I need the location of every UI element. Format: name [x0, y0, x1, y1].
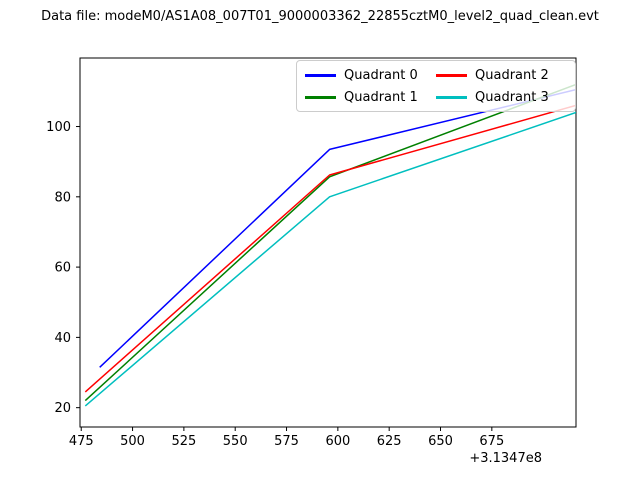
legend-line-swatch-quadrant-3: [436, 95, 467, 99]
series-line-quadrant-3: [84, 111, 576, 407]
series-line-quadrant-2: [84, 104, 576, 393]
x-tick-label: 625: [377, 434, 402, 449]
legend-item-quadrant-0: Quadrant 0: [305, 68, 436, 83]
y-tick-label: 20: [54, 401, 71, 416]
x-tick-label: 550: [223, 434, 248, 449]
axes-frame: [79, 57, 577, 428]
legend: Quadrant 0 Quadrant 1 Quadrant 2 Quadran…: [296, 60, 576, 112]
x-tick-label: 650: [428, 434, 453, 449]
x-tick-label: 575: [274, 434, 299, 449]
legend-item-quadrant-2: Quadrant 2: [436, 68, 567, 83]
legend-item-quadrant-1: Quadrant 1: [305, 90, 436, 105]
legend-label: Quadrant 3: [475, 89, 549, 105]
series-line-quadrant-1: [84, 83, 576, 402]
legend-label: Quadrant 0: [344, 67, 418, 83]
legend-item-quadrant-3: Quadrant 3: [436, 90, 567, 105]
legend-label: Quadrant 2: [475, 67, 549, 83]
chart-title: Data file: modeM0/AS1A08_007T01_90000033…: [41, 9, 599, 24]
x-axis-offset-label: +3.1347e8: [469, 451, 542, 466]
x-tick-label: 600: [325, 434, 350, 449]
x-tick-label: 475: [69, 434, 94, 449]
legend-line-swatch-quadrant-2: [436, 73, 467, 77]
y-tick-label: 100: [46, 120, 71, 135]
legend-line-swatch-quadrant-0: [305, 73, 336, 77]
x-tick-label: 525: [171, 434, 196, 449]
legend-line-swatch-quadrant-1: [305, 95, 336, 99]
y-tick-label: 60: [54, 261, 71, 276]
legend-label: Quadrant 1: [344, 89, 418, 105]
y-tick-label: 40: [54, 331, 71, 346]
x-tick-label: 500: [120, 434, 145, 449]
x-tick-label: 675: [479, 434, 504, 449]
y-tick-label: 80: [54, 190, 71, 205]
series-line-quadrant-0: [99, 88, 576, 368]
